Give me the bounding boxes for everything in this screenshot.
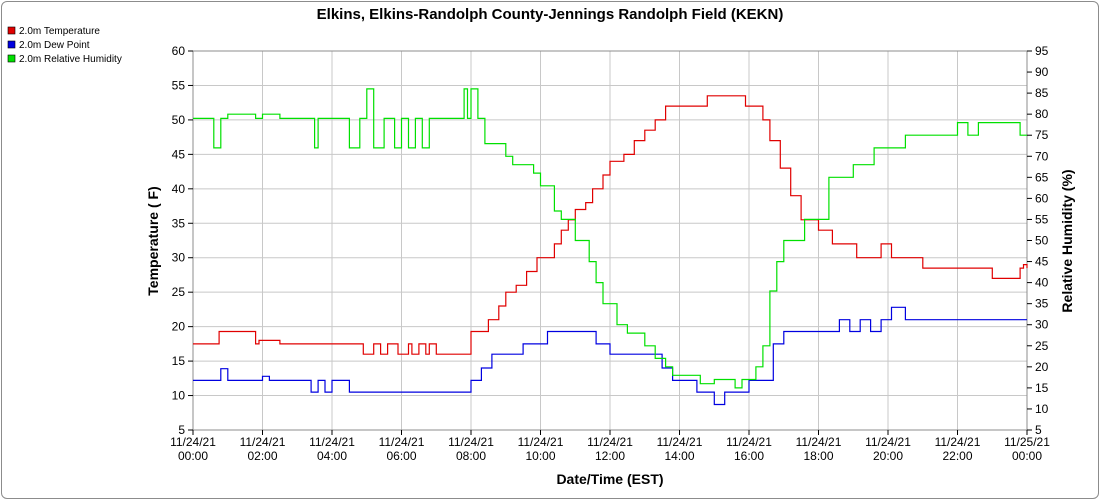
x-tick-time: 06:00 xyxy=(386,449,416,463)
series-group xyxy=(193,88,1028,406)
y2-tick-label: 35 xyxy=(1035,297,1049,311)
x-tick-date: 11/24/21 xyxy=(587,435,633,449)
x-tick-time: 12:00 xyxy=(595,449,625,463)
x-tick-time: 02:00 xyxy=(247,449,277,463)
series-line-2 xyxy=(193,88,1027,389)
x-tick-date: 11/24/21 xyxy=(379,435,425,449)
y2-tick-label: 65 xyxy=(1035,170,1049,184)
x-tick-time: 04:00 xyxy=(317,449,347,463)
y-tick-label: 40 xyxy=(172,182,186,196)
y-tick-label: 60 xyxy=(172,44,186,58)
y2-tick-label: 95 xyxy=(1035,44,1049,58)
y2-tick-label: 60 xyxy=(1035,191,1049,205)
y2-tick-label: 25 xyxy=(1035,339,1049,353)
y-tick-label: 10 xyxy=(172,389,186,403)
y-tick-label: 55 xyxy=(172,78,186,92)
x-tick-date: 11/24/21 xyxy=(726,435,772,449)
y-tick-label: 5 xyxy=(178,423,185,437)
legend-label: 2.0m Temperature xyxy=(19,26,100,37)
y2-tick-label: 80 xyxy=(1035,107,1049,121)
legend: 2.0m Temperature 2.0m Dew Point 2.0m Relat… xyxy=(7,26,122,65)
y2-tick-label: 90 xyxy=(1035,65,1049,79)
y2-axis-label: Relative Humidity (%) xyxy=(1059,169,1075,312)
y2-tick-label: 85 xyxy=(1035,86,1049,100)
x-tick-time: 08:00 xyxy=(456,449,486,463)
y2-tick-label: 20 xyxy=(1035,360,1049,374)
y-tick-label: 30 xyxy=(172,251,186,265)
x-tick-time: 18:00 xyxy=(803,449,833,463)
x-tick-date: 11/24/21 xyxy=(657,435,703,449)
x-tick-time: 20:00 xyxy=(873,449,903,463)
x-tick-date: 11/25/21 xyxy=(1004,435,1050,449)
x-tick-time: 00:00 xyxy=(178,449,208,463)
legend-label: 2.0m Dew Point xyxy=(19,40,90,51)
y2-tick-label: 45 xyxy=(1035,255,1049,269)
x-tick-time: 14:00 xyxy=(664,449,694,463)
legend-label: 2.0m Relative Humidity xyxy=(19,54,122,65)
y-axis-ticks: 5 10 15 20 25 30 35 40 45 50 55 60 xyxy=(172,44,193,437)
y-tick-label: 15 xyxy=(172,354,186,368)
x-tick-date: 11/24/21 xyxy=(448,435,494,449)
x-tick-date: 11/24/21 xyxy=(865,435,911,449)
y2-tick-label: 15 xyxy=(1035,381,1049,395)
x-axis-ticks: 11/24/2100:0011/24/2102:0011/24/2104:001… xyxy=(170,430,1050,463)
x-tick-date: 11/24/21 xyxy=(240,435,286,449)
y-tick-label: 45 xyxy=(172,147,186,161)
y2-axis-ticks: 5 10 15 20 25 30 35 40 45 50 55 60 65 70 75 80 85 90 95 xyxy=(1027,44,1049,437)
x-tick-time: 10:00 xyxy=(525,449,555,463)
x-axis-label: Date/Time (EST) xyxy=(556,471,663,487)
series-line-0 xyxy=(193,95,1028,355)
x-tick-date: 11/24/21 xyxy=(518,435,564,449)
y-tick-label: 25 xyxy=(172,285,186,299)
x-tick-date: 11/24/21 xyxy=(309,435,355,449)
y2-tick-label: 55 xyxy=(1035,212,1049,226)
legend-swatch xyxy=(7,26,16,35)
y-axis-label: Temperature ( F) xyxy=(145,186,161,295)
x-tick-date: 11/24/21 xyxy=(170,435,216,449)
y2-tick-label: 75 xyxy=(1035,128,1049,142)
x-tick-time: 16:00 xyxy=(734,449,764,463)
y2-tick-label: 50 xyxy=(1035,234,1049,248)
legend-swatch xyxy=(7,54,16,63)
x-tick-time: 22:00 xyxy=(942,449,972,463)
y2-tick-label: 40 xyxy=(1035,276,1049,290)
y-tick-label: 35 xyxy=(172,216,186,230)
series-line-1 xyxy=(193,306,1027,406)
y-tick-label: 20 xyxy=(172,320,186,334)
chart-title: Elkins, Elkins-Randolph County-Jennings … xyxy=(317,6,784,23)
y-tick-label: 50 xyxy=(172,113,186,127)
x-tick-time: 00:00 xyxy=(1012,449,1042,463)
grid xyxy=(192,50,1028,431)
y2-tick-label: 30 xyxy=(1035,318,1049,332)
x-tick-date: 11/24/21 xyxy=(935,435,981,449)
y2-tick-label: 70 xyxy=(1035,149,1049,163)
legend-swatch xyxy=(7,40,16,49)
y2-tick-label: 10 xyxy=(1035,402,1049,416)
y2-tick-label: 5 xyxy=(1035,423,1042,437)
x-tick-date: 11/24/21 xyxy=(796,435,842,449)
